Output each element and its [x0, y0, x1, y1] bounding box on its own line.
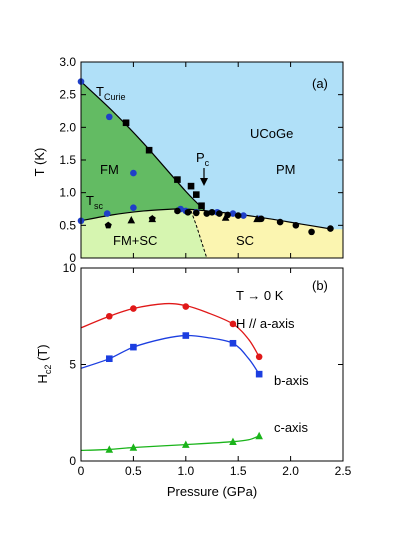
t-sc-label: Tsc	[86, 193, 103, 211]
panel-a-y-tick-label-6: 3.0	[59, 55, 76, 69]
panel-a-point-s4-0	[104, 221, 112, 229]
panel-b-y-tick-label-0: 0	[69, 454, 76, 468]
panel-b-y-axis-label: Hc2 (T)	[35, 344, 53, 383]
panel-a-point-s0-2	[130, 169, 137, 177]
panel-a-point-s0-1	[105, 113, 113, 121]
panel-a-point-s2-11	[308, 228, 315, 236]
point-c-axis-0	[105, 445, 114, 453]
panel-a-point-s2-2	[192, 209, 200, 217]
panel-a: 0 0.5 1.0 1.5 2.0 2.5 3.0 (a) UCoGe FM PM FM+S…	[32, 55, 344, 265]
temperature-annotation: T → 0 K	[236, 288, 284, 303]
panel-b: 0 5 10 0 0.5 1.0 1.5 2.0 2.5 (b) T → 0 K H // a…	[35, 261, 352, 499]
panel-a-point-s2-10	[292, 222, 300, 229]
region-fm-sc	[81, 208, 207, 258]
panel-a-point-s3-0	[127, 216, 136, 224]
point-a-axis-1	[130, 305, 137, 312]
panel-b-y-tick-label-1: 5	[69, 358, 76, 372]
panel-a-y-axis-label: T (K)	[32, 148, 47, 177]
series-label-b-axis: b-axis	[274, 373, 309, 388]
series-label-a-axis: H // a-axis	[236, 316, 295, 331]
x-tick-label-1: 0.5	[125, 464, 142, 478]
t-sc-subscript: sc	[94, 201, 104, 211]
panel-a-point-s0-6	[130, 204, 137, 211]
panel-a-y-tick-label-3: 1.5	[59, 153, 76, 167]
series-label-c-axis: c-axis	[274, 420, 308, 435]
panel-a-y-tick-label-4: 2.0	[59, 120, 76, 134]
point-c-axis-3	[229, 437, 237, 445]
x-tick-label-3: 1.5	[230, 464, 247, 478]
point-c-axis-1	[129, 443, 138, 451]
hc2-unit: (T)	[35, 344, 50, 364]
x-tick-label-4: 2.0	[282, 464, 299, 478]
panel-a-point-s2-4	[208, 208, 216, 216]
point-b-axis-1	[130, 343, 137, 351]
x-tick-label-5: 2.5	[335, 464, 352, 478]
t-curie-subscript: Curie	[104, 92, 126, 102]
pc-arrow-head	[200, 178, 208, 186]
hc2-subscript: c2	[43, 365, 53, 375]
panel-a-point-s4-1	[148, 215, 156, 222]
panel-a-y-tick-label-0: 0	[69, 251, 76, 265]
point-a-axis-4	[255, 353, 263, 361]
panel-a-point-s0-10	[229, 210, 237, 217]
panel-a-markers	[77, 78, 334, 236]
panel-a-label: (a)	[312, 76, 328, 91]
panel-a-y-tick-label-2: 1.0	[59, 186, 76, 200]
panel-a-y-tick-label-5: 2.5	[59, 88, 76, 102]
panel-a-point-s2-9	[276, 218, 284, 226]
panel-a-y-tick-label-1: 0.5	[59, 218, 76, 232]
point-b-axis-3	[229, 339, 237, 347]
panel-b-markers	[105, 303, 263, 453]
panel-a-point-s0-5	[103, 210, 111, 217]
panel-a-point-s3-2	[221, 213, 230, 221]
region-label-sc: SC	[236, 233, 254, 248]
point-a-axis-0	[105, 312, 113, 320]
curie-temperature-line	[81, 81, 208, 213]
panel-a-point-s1-4	[192, 191, 200, 198]
point-c-axis-4	[255, 431, 263, 440]
panel-a-point-s3-3	[253, 214, 261, 223]
series-line-a-axis	[81, 302, 260, 358]
x-tick-label-0: 0	[78, 464, 85, 478]
panel-b-x-ticks: 0 0.5 1.0 1.5 2.0 2.5	[78, 268, 352, 478]
region-label-fm-sc: FM+SC	[113, 233, 157, 248]
panel-a-x-ticks	[80, 62, 344, 258]
point-a-axis-3	[229, 320, 237, 328]
panel-a-point-s1-3	[187, 182, 195, 190]
panel-a-point-s1-5	[198, 202, 205, 210]
point-b-axis-0	[105, 355, 113, 363]
pc-label: Pc	[196, 150, 210, 168]
panel-a-point-s2-0	[174, 207, 181, 215]
x-axis-label: Pressure (GPa)	[167, 484, 257, 499]
panel-b-y-ticks: 0 5 10	[63, 261, 343, 468]
point-c-axis-2	[182, 440, 190, 448]
panel-a-point-s2-7	[234, 212, 242, 219]
panel-a-point-s2-12	[327, 225, 334, 232]
t-curie-label: TCurie	[96, 84, 125, 102]
x-tick-label-2: 1.0	[177, 464, 194, 478]
panel-a-point-s0-11	[240, 212, 247, 219]
panel-a-point-s2-3	[203, 210, 211, 217]
panel-b-y-tick-label-2: 10	[63, 261, 77, 275]
pc-subscript: c	[205, 158, 210, 168]
compound-label: UCoGe	[250, 126, 293, 141]
panel-a-point-s2-5	[216, 210, 223, 217]
point-b-axis-4	[255, 370, 263, 378]
fm-boundary-dashed-line	[190, 210, 208, 258]
panel-a-point-s2-1	[184, 208, 192, 216]
panel-b-label: (b)	[312, 278, 328, 293]
point-b-axis-2	[182, 332, 190, 339]
panel-a-point-s1-2	[174, 176, 181, 183]
panel-a-point-s1-1	[145, 146, 153, 154]
point-a-axis-2	[182, 303, 190, 310]
panel-a-point-s1-0	[122, 119, 130, 127]
region-label-fm: FM	[100, 162, 119, 177]
panel-a-y-ticks: 0 0.5 1.0 1.5 2.0 2.5 3.0	[59, 55, 343, 265]
region-label-pm: PM	[276, 162, 296, 177]
